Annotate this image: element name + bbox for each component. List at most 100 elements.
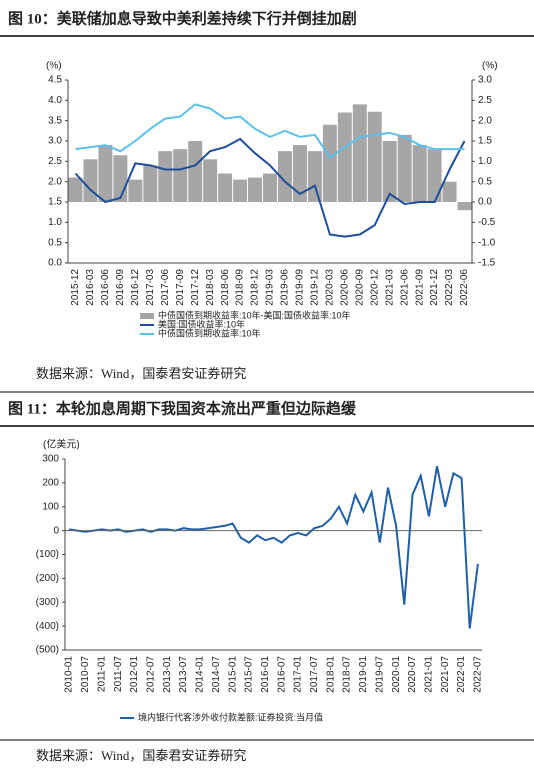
y2-tick-label: -1.5: [478, 258, 496, 269]
y2-tick-label: 2.0: [478, 115, 492, 126]
y-tick-label: (300): [36, 597, 59, 608]
bar: [352, 104, 367, 202]
x-tick-label: 2015-01: [227, 656, 238, 693]
x-tick-label: 2013-01: [162, 656, 173, 693]
bar: [263, 173, 277, 202]
y2-axis-label: (%): [482, 61, 498, 72]
y-tick-label: (400): [36, 621, 59, 632]
bar: [83, 159, 98, 202]
bar: [457, 202, 472, 211]
source: 数据来源：Wind，国泰君安证券研究: [36, 366, 246, 381]
x-tick-label: 2020-01: [391, 656, 402, 693]
chart-title: 图 11：本轮加息周期下我国资本流出严重但边际趋缓: [8, 399, 357, 417]
bar: [188, 141, 203, 202]
x-tick-label: 2016-03: [85, 269, 96, 306]
x-tick-label: 2022-01: [456, 656, 467, 693]
x-tick-label: 2017-07: [309, 656, 320, 693]
source: 数据来源：Wind，国泰君安证券研究: [36, 748, 246, 763]
x-tick-label: 2021-07: [440, 656, 451, 693]
y-tick-label: 0.5: [48, 237, 62, 248]
y-tick-label: 1.5: [48, 197, 62, 208]
y-tick-label: 3.5: [48, 115, 62, 126]
y-tick-label: 100: [42, 501, 59, 512]
x-tick-label: 2015-07: [244, 656, 255, 693]
x-tick-label: 2016-12: [130, 269, 141, 306]
y2-tick-label: 0.5: [478, 176, 492, 187]
x-tick-label: 2014-01: [195, 656, 206, 693]
y-tick-label: (200): [36, 573, 59, 584]
x-tick-label: 2019-07: [374, 656, 385, 693]
bar: [412, 145, 427, 202]
x-tick-label: 2017-12: [190, 269, 201, 306]
x-tick-label: 2021-12: [429, 269, 440, 306]
y2-tick-label: -1.0: [478, 237, 496, 248]
legend-label: 美国:国债收益率:10年: [158, 318, 245, 329]
bar: [128, 179, 143, 202]
x-tick-label: 2016-09: [115, 269, 126, 306]
x-tick-label: 2022-07: [473, 656, 484, 693]
y-tick-label: 2.5: [48, 156, 62, 167]
x-tick-label: 2018-06: [220, 269, 231, 306]
x-tick-label: 2010-01: [64, 656, 75, 693]
bar: [113, 155, 128, 202]
x-tick-label: 2021-09: [414, 269, 425, 306]
x-tick-label: 2017-03: [145, 269, 156, 306]
x-tick-label: 2017-01: [293, 656, 304, 693]
y-tick-label: 3.0: [48, 136, 62, 147]
legend-label: 中债国债到期收益率:10年-美国:国债收益率:10年: [158, 309, 351, 320]
x-tick-label: 2019-09: [295, 269, 306, 306]
bar: [442, 181, 457, 202]
x-tick-label: 2016-06: [100, 269, 111, 306]
bar: [307, 151, 322, 202]
line-series: [75, 103, 465, 159]
bar: [337, 112, 352, 202]
bar: [248, 177, 263, 202]
y2-tick-label: 1.5: [478, 136, 492, 147]
x-tick-label: 2011-07: [113, 656, 124, 692]
y-tick-label: 300: [42, 454, 59, 465]
x-tick-label: 2017-06: [160, 269, 171, 306]
y2-tick-label: 2.5: [478, 95, 492, 106]
bar: [397, 134, 412, 202]
x-tick-label: 2012-01: [129, 656, 140, 693]
x-tick-label: 2014-07: [211, 656, 222, 693]
x-tick-label: 2013-07: [178, 656, 189, 693]
x-tick-label: 2010-07: [80, 656, 91, 693]
y-tick-label: 2.0: [48, 176, 62, 187]
x-tick-label: 2020-03: [324, 269, 335, 306]
y-tick-label: (500): [36, 645, 59, 656]
x-tick-label: 2019-03: [265, 269, 276, 306]
x-tick-label: 2018-09: [235, 269, 246, 306]
bar: [277, 151, 292, 202]
bar: [158, 151, 173, 202]
legend-swatch: [140, 313, 154, 319]
bar: [427, 149, 442, 202]
bar: [203, 159, 218, 202]
y-tick-label: (100): [36, 549, 59, 560]
y2-tick-label: -0.5: [478, 217, 496, 228]
x-tick-label: 2018-12: [250, 269, 261, 306]
bar: [218, 173, 233, 202]
line-series: [74, 137, 466, 238]
x-tick-label: 2012-07: [145, 656, 156, 693]
x-tick-label: 2018-07: [342, 656, 353, 693]
y-tick-label: 200: [42, 478, 59, 489]
y2-tick-label: 3.0: [478, 75, 492, 86]
x-tick-label: 2017-09: [175, 269, 186, 306]
x-tick-label: 2019-06: [280, 269, 291, 306]
x-tick-label: 2020-12: [369, 269, 380, 306]
x-tick-label: 2021-03: [384, 269, 395, 306]
bar: [292, 145, 307, 202]
y-tick-label: 4.0: [48, 95, 62, 106]
x-tick-label: 2011-01: [96, 656, 107, 692]
chart-title: 图 10：美联储加息导致中美利差持续下行并倒挂加剧: [8, 9, 357, 27]
x-tick-label: 2019-12: [310, 269, 321, 306]
x-tick-label: 2021-06: [399, 269, 410, 306]
bar: [98, 145, 113, 202]
y2-tick-label: 0.0: [478, 197, 492, 208]
x-tick-label: 2015-12: [70, 269, 81, 306]
bar: [173, 149, 188, 202]
bar: [367, 111, 382, 202]
x-tick-label: 2020-07: [407, 656, 418, 693]
